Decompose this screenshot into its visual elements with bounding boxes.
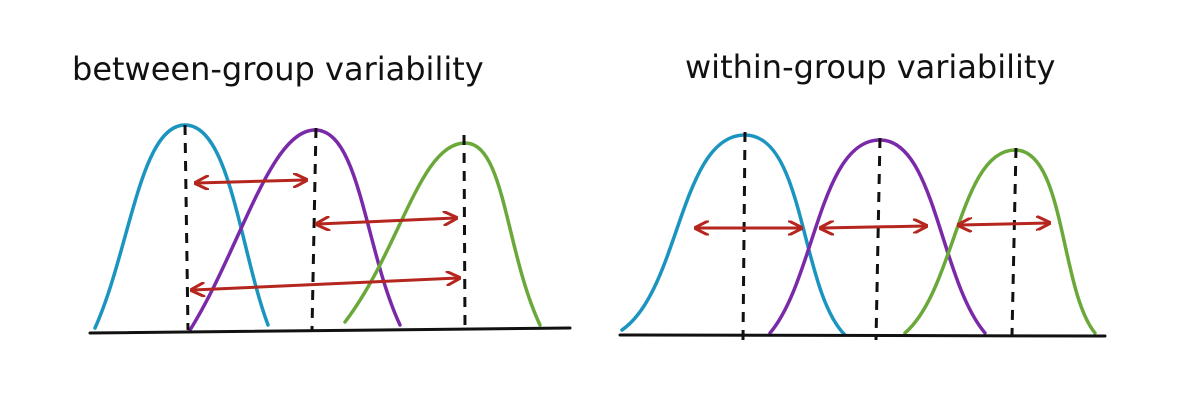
arrow [193, 278, 458, 290]
arrow [197, 180, 305, 183]
mean-line [462, 134, 467, 329]
panel-title: between-group variability [72, 50, 484, 88]
left-panel: between-group variability [72, 50, 572, 335]
arrow [822, 226, 925, 228]
right-panel: within-group variability [618, 48, 1107, 341]
arrow [960, 223, 1048, 225]
mean-line [183, 124, 190, 331]
panel-title: within-group variability [685, 48, 1055, 86]
mean-line [874, 137, 882, 341]
mean-line [1010, 147, 1018, 336]
baseline [88, 326, 572, 335]
arrow [318, 218, 455, 224]
baseline [618, 333, 1107, 338]
